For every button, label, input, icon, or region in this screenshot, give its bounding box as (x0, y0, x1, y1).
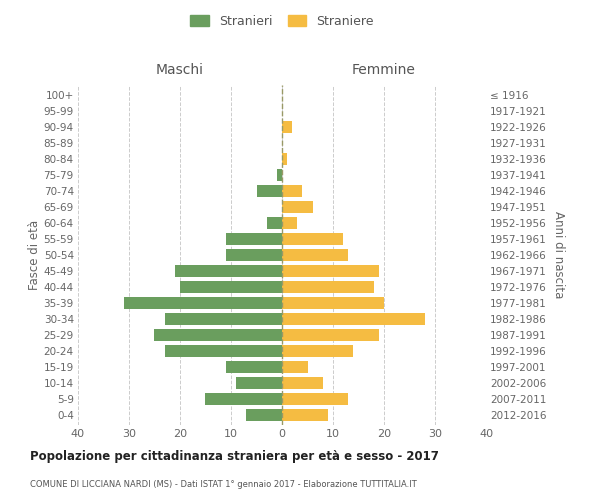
Text: Maschi: Maschi (156, 63, 204, 77)
Bar (282, 345, 353, 357)
Legend: Stranieri, Straniere: Stranieri, Straniere (187, 11, 377, 32)
Bar (164, 345, 282, 357)
Bar (282, 265, 379, 277)
Bar (175, 265, 282, 277)
Bar (282, 378, 323, 390)
Bar (282, 281, 374, 293)
Bar (282, 153, 287, 165)
Bar (164, 313, 282, 325)
Text: Popolazione per cittadinanza straniera per età e sesso - 2017: Popolazione per cittadinanza straniera p… (30, 450, 439, 463)
Bar (282, 217, 298, 229)
Text: COMUNE DI LICCIANA NARDI (MS) - Dati ISTAT 1° gennaio 2017 - Elaborazione TUTTIT: COMUNE DI LICCIANA NARDI (MS) - Dati IST… (30, 480, 417, 489)
Bar (282, 201, 313, 213)
Bar (282, 185, 302, 197)
Bar (282, 233, 343, 245)
Bar (206, 394, 282, 406)
Bar (282, 361, 308, 374)
Bar (226, 249, 282, 261)
Bar (236, 378, 282, 390)
Bar (124, 297, 282, 309)
Bar (257, 185, 282, 197)
Y-axis label: Fasce di età: Fasce di età (28, 220, 41, 290)
Bar (267, 217, 282, 229)
Y-axis label: Anni di nascita: Anni di nascita (553, 212, 565, 298)
Bar (247, 410, 282, 422)
Bar (282, 120, 292, 132)
Text: Femmine: Femmine (352, 63, 416, 77)
Bar (282, 410, 328, 422)
Bar (282, 329, 379, 341)
Bar (155, 329, 282, 341)
Bar (277, 169, 282, 181)
Bar (282, 313, 425, 325)
Bar (226, 361, 282, 374)
Bar (226, 233, 282, 245)
Bar (180, 281, 282, 293)
Bar (282, 297, 384, 309)
Bar (282, 394, 349, 406)
Bar (282, 249, 349, 261)
